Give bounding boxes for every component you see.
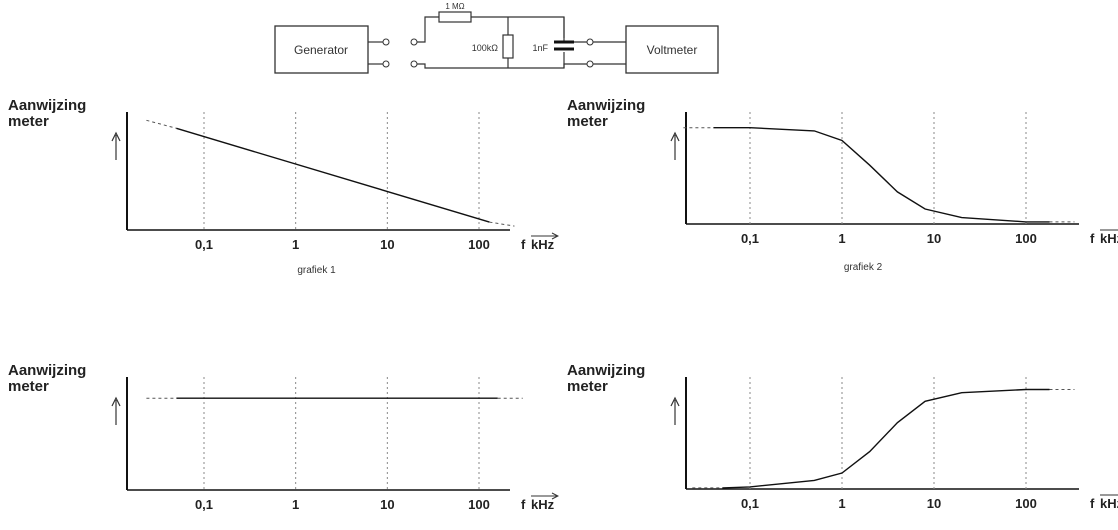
graph-caption: grafiek 2 <box>844 262 883 273</box>
x-tick-label: 100 <box>1015 231 1037 246</box>
y-axis-label-line1: Aanwijzing <box>567 362 645 379</box>
y-axis-label-line1: Aanwijzing <box>8 362 86 379</box>
x-tick-label: 100 <box>468 237 490 252</box>
terminal-right-bottom <box>586 60 594 68</box>
y-arrow-head <box>670 131 680 142</box>
x-axis-label-f: f <box>1090 231 1095 246</box>
series-resistor <box>438 11 472 23</box>
x-tick-label: 0,1 <box>741 231 759 246</box>
series-resistor-label: 1 MΩ <box>445 2 464 11</box>
x-tick-label: 1 <box>292 497 299 512</box>
x-tick-label: 1 <box>838 496 845 511</box>
graph-caption: grafiek 1 <box>297 265 336 276</box>
series-line <box>722 388 1050 489</box>
x-tick-label: 0,1 <box>195 497 213 512</box>
terminal-left-bottom <box>382 60 390 68</box>
series-line <box>176 127 490 223</box>
shunt-resistor-label: 100kΩ <box>472 43 499 53</box>
series-line <box>713 127 1050 223</box>
x-arrow-head <box>551 232 560 240</box>
x-tick-label: 10 <box>927 496 941 511</box>
y-axis-label-line2: meter <box>8 378 49 395</box>
graph-1: Aanwijzing meter 0,1 1 10 100 f kHz grafiek 1 <box>0 90 560 300</box>
x-tick-label: 10 <box>380 497 394 512</box>
generator-label: Generator <box>294 43 348 57</box>
graph-3: Aanwijzing meter 0,1 1 10 100 f kHz <box>0 355 560 525</box>
y-axis-label-line2: meter <box>567 378 608 395</box>
x-tick-label: 100 <box>1015 496 1037 511</box>
voltmeter-box <box>625 25 719 74</box>
x-axis-label-unit: kHz <box>1100 496 1118 511</box>
y-arrow-head <box>111 131 121 142</box>
x-axis-label-f: f <box>1090 496 1095 511</box>
x-axis-label-unit: kHz <box>531 497 555 512</box>
x-tick-label: 10 <box>380 237 394 252</box>
y-axis-label-line2: meter <box>8 113 49 130</box>
capacitor-label: 1nF <box>532 43 548 53</box>
wires <box>368 16 626 69</box>
series-extension-right <box>489 221 515 227</box>
terminal-in-top <box>410 38 418 46</box>
terminal-left-top <box>382 38 390 46</box>
x-axis-label-unit: kHz <box>531 237 555 252</box>
x-axis-label-f: f <box>521 497 526 512</box>
x-tick-label: 100 <box>468 497 490 512</box>
y-axis-label-line1: Aanwijzing <box>8 97 86 114</box>
y-axis-label-line1: Aanwijzing <box>567 97 645 114</box>
x-axis-label-f: f <box>521 237 526 252</box>
x-tick-label: 1 <box>838 231 845 246</box>
x-axis-label-unit: kHz <box>1100 231 1118 246</box>
x-tick-label: 0,1 <box>195 237 213 252</box>
x-tick-label: 10 <box>927 231 941 246</box>
circuit-diagram: Generator Voltmeter 1 MΩ 100kΩ 1nF <box>274 2 719 74</box>
generator-box <box>274 25 369 74</box>
x-arrow-head <box>551 492 560 500</box>
y-arrow-head <box>111 396 121 407</box>
y-arrow-head <box>670 396 680 407</box>
y-axis-label-line2: meter <box>567 113 608 130</box>
shunt-resistor <box>502 34 514 59</box>
x-tick-label: 0,1 <box>741 496 759 511</box>
terminal-right-top <box>586 38 594 46</box>
series-extension-left <box>146 119 177 129</box>
terminal-in-bottom <box>410 60 418 68</box>
x-tick-label: 1 <box>292 237 299 252</box>
voltmeter-label: Voltmeter <box>647 43 698 57</box>
